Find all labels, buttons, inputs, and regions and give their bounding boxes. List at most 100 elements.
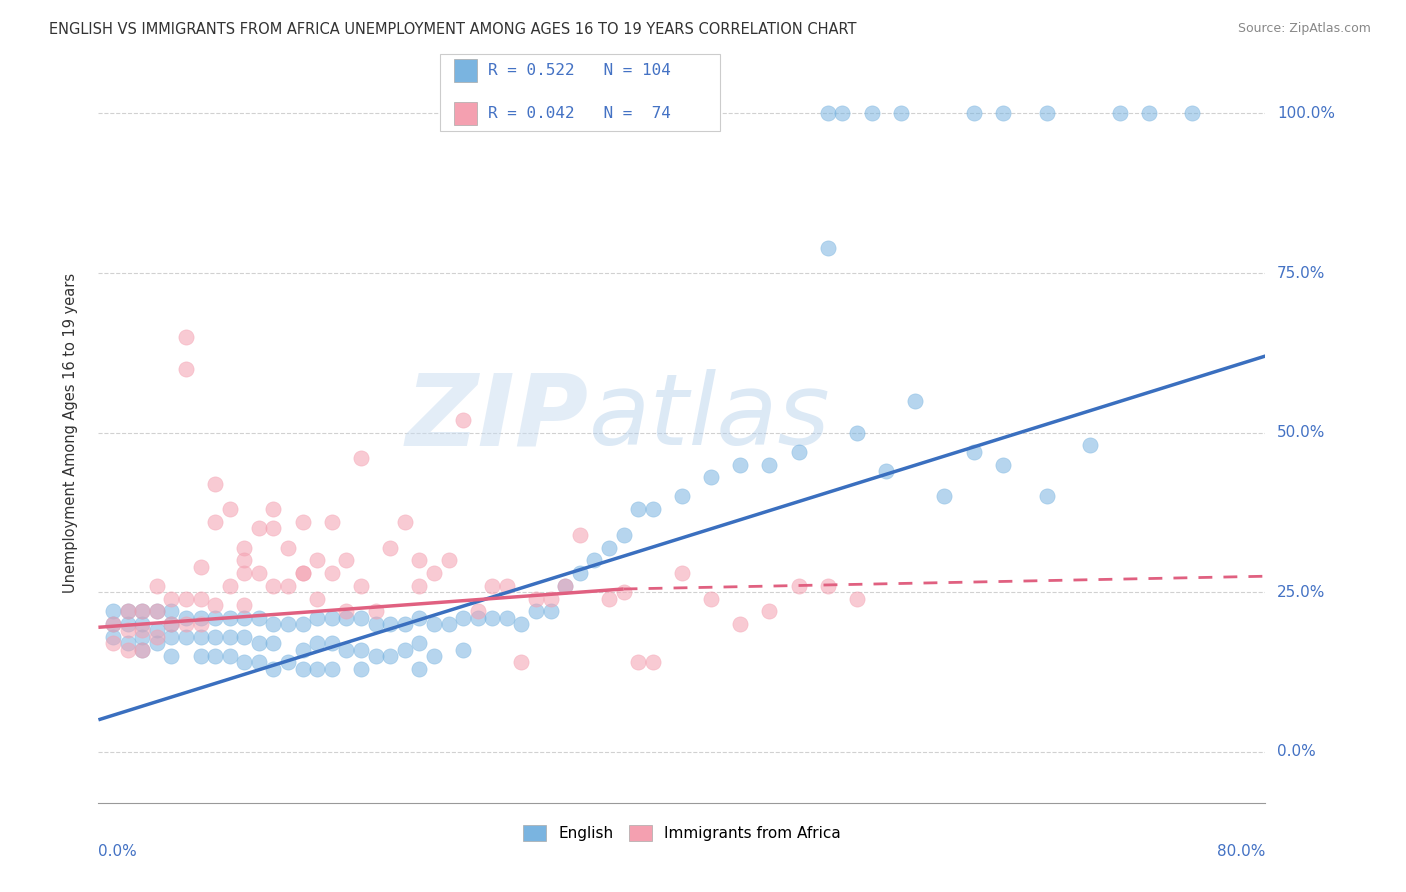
Point xyxy=(247,611,270,625)
Point xyxy=(117,624,139,638)
Point xyxy=(117,617,139,632)
Point xyxy=(291,566,314,580)
Point xyxy=(1108,106,1130,120)
Point xyxy=(817,579,839,593)
Point xyxy=(204,476,226,491)
Point xyxy=(277,579,299,593)
Point xyxy=(451,413,474,427)
Point xyxy=(233,656,256,670)
Point xyxy=(160,630,183,644)
Point xyxy=(174,630,197,644)
Point xyxy=(321,515,343,529)
Point xyxy=(394,642,416,657)
Point xyxy=(380,648,402,663)
Point xyxy=(481,611,503,625)
Point xyxy=(131,642,153,657)
Point xyxy=(190,559,212,574)
Point xyxy=(174,591,197,606)
Point xyxy=(190,591,212,606)
Point xyxy=(510,656,533,670)
Point xyxy=(364,617,387,632)
Point xyxy=(350,451,373,466)
Point xyxy=(350,579,373,593)
Point xyxy=(262,636,284,650)
Point xyxy=(394,617,416,632)
Point xyxy=(204,648,226,663)
Point xyxy=(524,604,547,618)
Point xyxy=(262,502,284,516)
Text: R = 0.042   N =  74: R = 0.042 N = 74 xyxy=(488,106,671,120)
Point xyxy=(101,630,124,644)
Point xyxy=(146,579,169,593)
Point xyxy=(277,541,299,555)
Point xyxy=(598,541,620,555)
Point xyxy=(451,642,474,657)
Text: atlas: atlas xyxy=(589,369,830,467)
Point xyxy=(218,611,240,625)
Point xyxy=(277,617,299,632)
Point xyxy=(437,617,460,632)
Point xyxy=(875,464,897,478)
Point xyxy=(700,470,723,484)
Point xyxy=(307,636,329,650)
Point xyxy=(101,617,124,632)
Point xyxy=(423,617,446,632)
Point xyxy=(131,630,153,644)
Point xyxy=(1035,106,1057,120)
Point xyxy=(174,617,197,632)
Point xyxy=(335,611,357,625)
Point xyxy=(641,502,664,516)
Point xyxy=(131,642,153,657)
Point xyxy=(321,636,343,650)
Point xyxy=(451,611,474,625)
Text: Source: ZipAtlas.com: Source: ZipAtlas.com xyxy=(1237,22,1371,36)
Point xyxy=(612,527,634,541)
Text: ZIP: ZIP xyxy=(405,369,589,467)
Text: 50.0%: 50.0% xyxy=(1277,425,1326,440)
Point xyxy=(146,604,169,618)
Point xyxy=(131,604,153,618)
Point xyxy=(101,636,124,650)
Point xyxy=(540,604,562,618)
Point xyxy=(174,361,197,376)
Point xyxy=(204,598,226,612)
Point xyxy=(627,502,650,516)
Point xyxy=(101,604,124,618)
Text: ENGLISH VS IMMIGRANTS FROM AFRICA UNEMPLOYMENT AMONG AGES 16 TO 19 YEARS CORRELA: ENGLISH VS IMMIGRANTS FROM AFRICA UNEMPL… xyxy=(49,22,856,37)
Point xyxy=(962,106,984,120)
Point xyxy=(131,617,153,632)
Point xyxy=(350,662,373,676)
Point xyxy=(437,553,460,567)
Point xyxy=(247,566,270,580)
Point xyxy=(730,458,752,472)
Point xyxy=(335,553,357,567)
Point xyxy=(247,656,270,670)
Text: 25.0%: 25.0% xyxy=(1277,584,1326,599)
Point xyxy=(817,240,839,255)
Point xyxy=(568,566,591,580)
Point xyxy=(787,444,810,458)
Point xyxy=(146,630,169,644)
Point xyxy=(423,648,446,663)
Point xyxy=(218,579,240,593)
Point xyxy=(218,648,240,663)
Point xyxy=(423,566,446,580)
Point xyxy=(583,553,606,567)
Point xyxy=(307,553,329,567)
Point xyxy=(934,490,956,504)
Point xyxy=(146,636,169,650)
Point xyxy=(204,611,226,625)
Point xyxy=(758,604,780,618)
Point xyxy=(204,515,226,529)
Point xyxy=(262,617,284,632)
Point xyxy=(174,611,197,625)
Point xyxy=(380,617,402,632)
Point xyxy=(394,515,416,529)
Point xyxy=(408,579,430,593)
Point xyxy=(262,521,284,535)
Point xyxy=(350,642,373,657)
Text: 100.0%: 100.0% xyxy=(1277,106,1336,121)
Point xyxy=(671,490,693,504)
Point xyxy=(291,515,314,529)
Point xyxy=(408,662,430,676)
